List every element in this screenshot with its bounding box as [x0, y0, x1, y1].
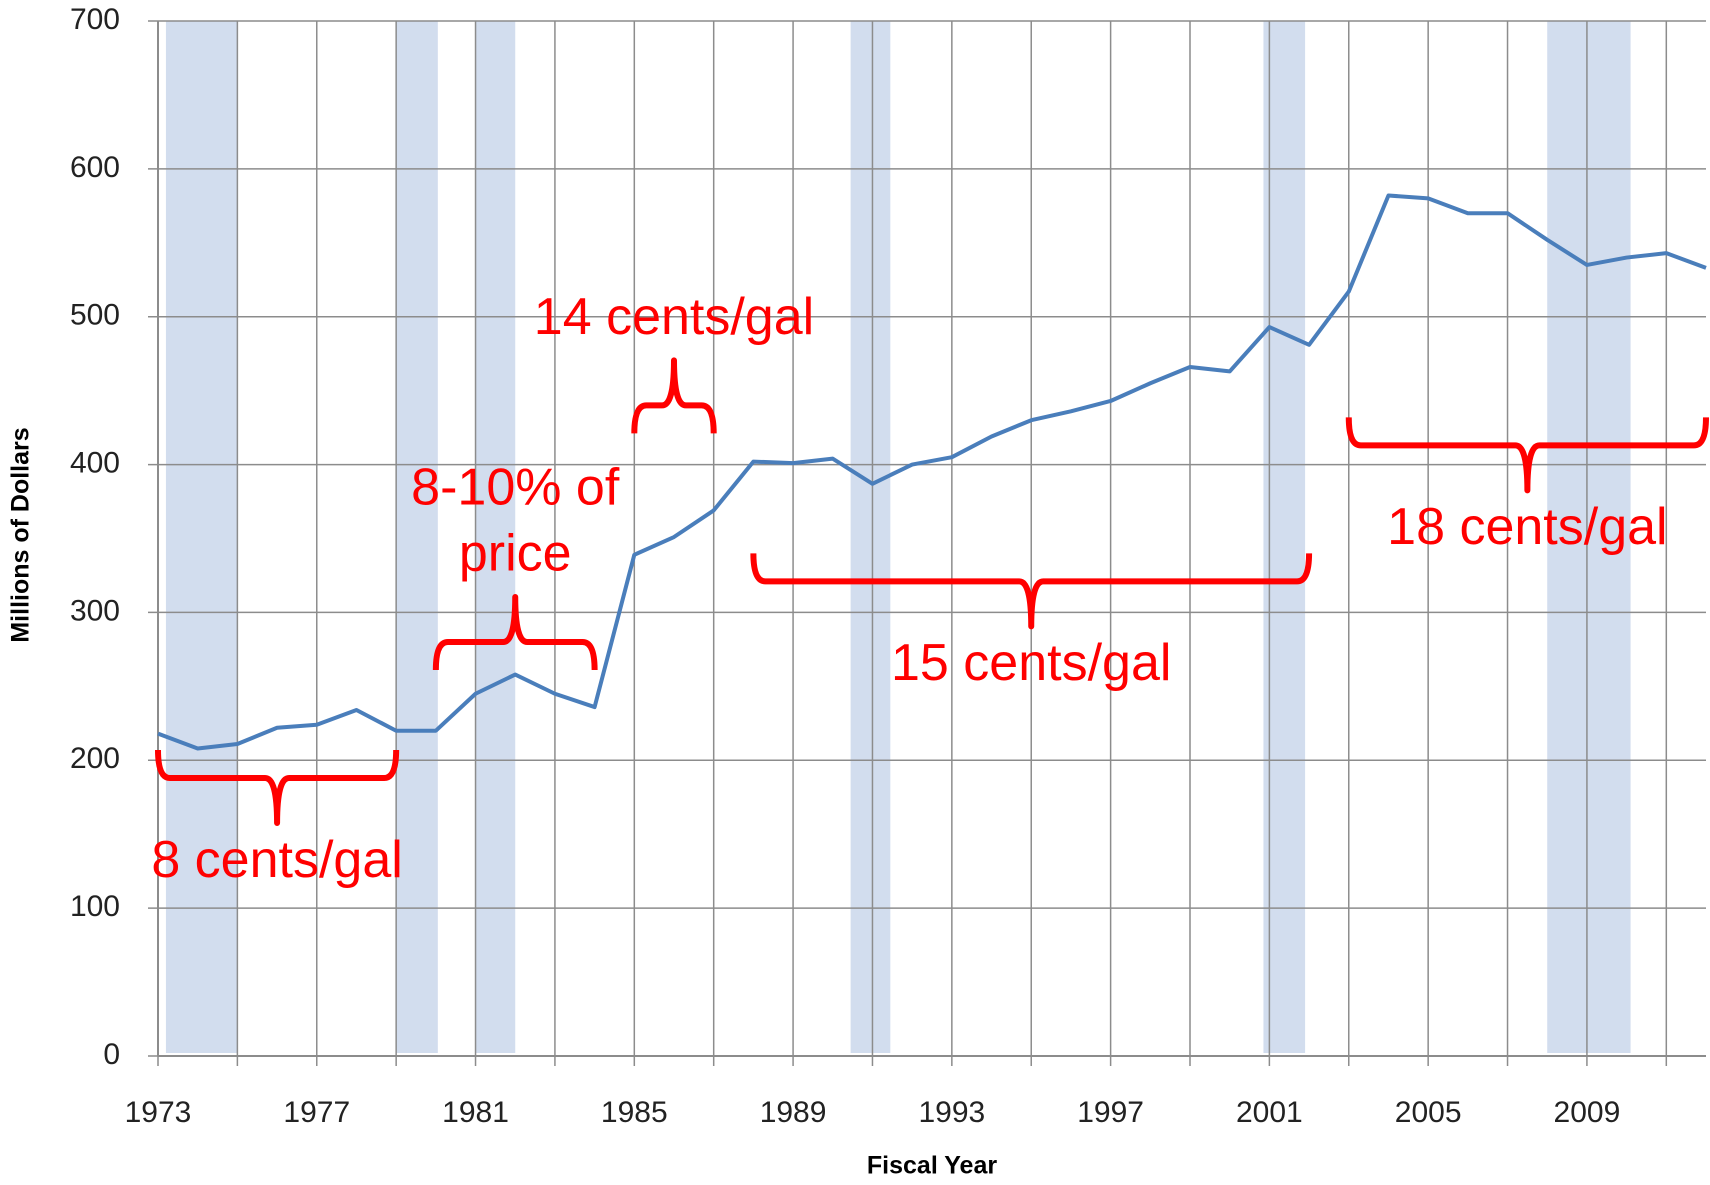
y-tick-label: 300 — [70, 594, 120, 627]
annotation-text: 18 cents/gal — [1387, 498, 1667, 556]
x-tick-label: 2009 — [1554, 1096, 1621, 1129]
annotation-text: 8 cents/gal — [151, 831, 403, 889]
brace — [1345, 417, 1709, 494]
shaded-period — [1547, 21, 1631, 1053]
x-tick-label: 1989 — [760, 1096, 827, 1129]
y-tick-label: 700 — [70, 3, 120, 36]
y-tick-label: 600 — [70, 151, 120, 184]
shaded-period — [475, 21, 516, 1053]
y-tick-label: 500 — [70, 299, 120, 332]
x-tick-label: 1981 — [442, 1096, 509, 1129]
brace — [631, 357, 717, 434]
x-tick-label: 1997 — [1077, 1096, 1144, 1129]
y-tick-label: 200 — [70, 742, 120, 775]
shaded-period — [850, 21, 891, 1053]
brace — [155, 749, 400, 827]
y-tick-label: 400 — [70, 446, 120, 479]
x-axis-title: Fiscal Year — [867, 1152, 997, 1180]
shaded-period — [165, 21, 238, 1053]
shaded-period — [396, 21, 438, 1053]
data-line — [157, 193, 1707, 751]
annotation-text: price — [459, 525, 572, 583]
y-tick-label: 100 — [70, 890, 120, 923]
annotation-text: 14 cents/gal — [534, 288, 814, 346]
x-tick-label: 1977 — [283, 1096, 350, 1129]
annotation-text: 15 cents/gal — [891, 634, 1171, 692]
x-tick-label: 2005 — [1395, 1096, 1462, 1129]
brace — [750, 553, 1313, 630]
shaded-period — [1263, 21, 1306, 1053]
x-tick-label: 2001 — [1236, 1096, 1303, 1129]
x-tick-label: 1985 — [601, 1096, 668, 1129]
y-axis-title: Millions of Dollars — [7, 427, 35, 642]
x-tick-label: 1973 — [125, 1096, 192, 1129]
y-tick-label: 0 — [103, 1038, 120, 1071]
x-tick-label: 1993 — [918, 1096, 985, 1129]
annotation-text: 8-10% of — [411, 459, 620, 517]
brace — [432, 594, 598, 671]
